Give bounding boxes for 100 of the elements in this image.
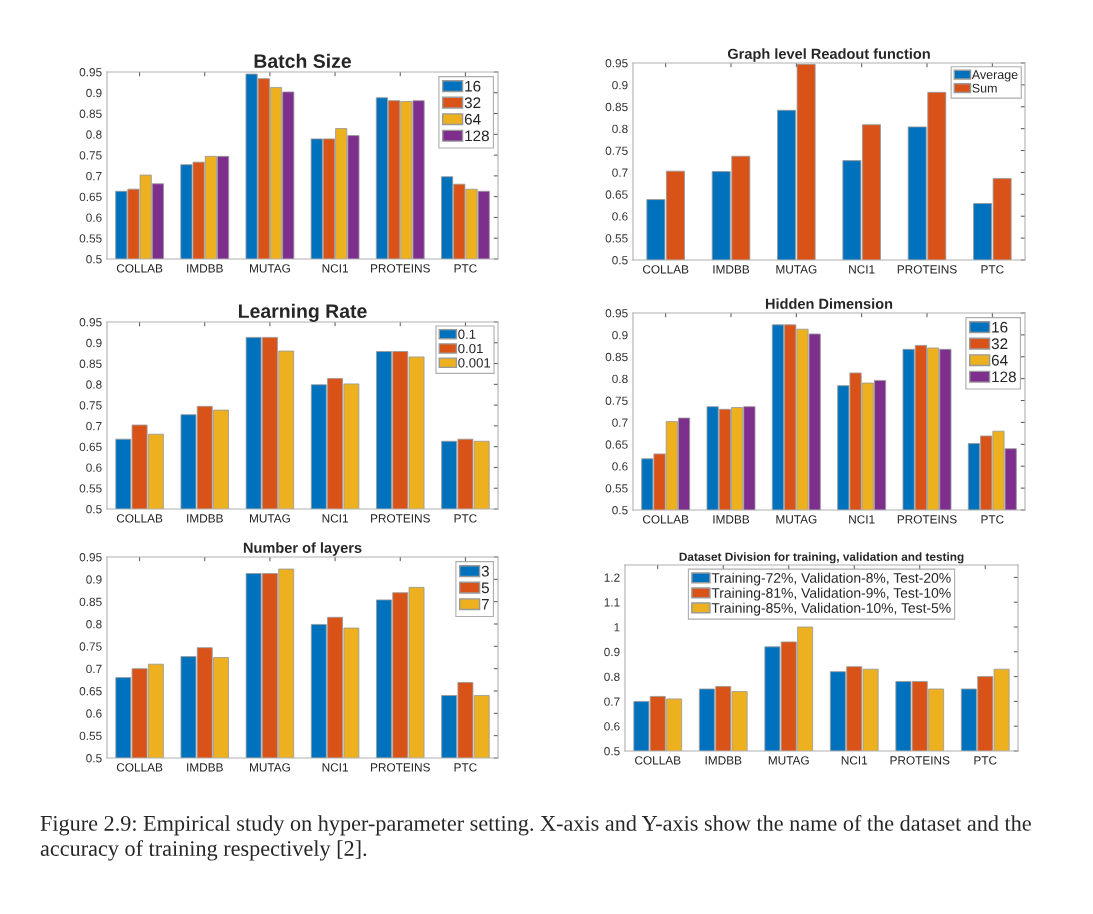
y-tick-label: 0.7 [612,168,628,177]
y-tick-label: 0.6 [604,722,620,731]
y-tick-label: 0.5 [86,754,102,763]
x-tick-label: PTC [454,264,477,273]
x-tick-label: NCI1 [841,756,868,765]
x-tick-label: PROTEINS [890,756,950,765]
y-tick-label: 0.85 [79,109,102,118]
x-tick-label: PTC [981,515,1004,524]
x-tick-label: MUTAG [768,756,809,765]
legend-label: Training-85%, Validation-10%, Test-5% [711,602,951,616]
legend-label: 0.1 [458,329,476,339]
y-tick-label: 0.6 [86,213,102,222]
y-tick-label: 0.75 [605,146,628,155]
y-tick-label: 0.7 [86,664,102,674]
y-tick-label: 0.6 [86,463,102,472]
legend-label: Training-72%, Validation-8%, Test-20% [711,572,951,586]
y-tick-label: 0.55 [79,484,102,493]
x-tick-label: NCI1 [322,763,348,772]
x-tick-label: MUTAG [776,515,817,524]
y-tick-label: 0.5 [604,747,620,756]
y-tick-label: 0.75 [79,401,102,410]
y-tick-label: 0.5 [612,506,628,515]
y-tick-label: 0.8 [612,124,628,134]
y-tick-label: 0.8 [86,620,102,629]
y-tick-label: 0.95 [79,68,102,77]
y-tick-label: 0.95 [605,309,628,318]
x-tick-label: PTC [454,514,477,523]
x-tick-label: IMDBB [187,264,223,273]
y-tick-label: 0.95 [79,553,102,562]
y-tick-label: 0.55 [79,234,102,243]
y-tick-label: 0.8 [612,374,628,384]
legend-label: 64 [464,113,481,125]
caption: Figure 2.9: Empirical study on hyper-parameter setting. X-axis and Y-axis show the name of the dataset and the accuracy of training respectively [2]. [40,815,1031,861]
legend-label: 128 [992,371,1016,383]
chart-title: Number of layers [243,542,362,556]
x-tick-label: PTC [454,763,477,772]
legend-label: Sum [972,83,997,93]
chart-title: Dataset Division for training, validation and testing [679,552,964,564]
y-tick-label: 0.9 [612,330,628,340]
x-tick-label: COLLAB [635,756,681,765]
y-tick-label: 1.1 [604,598,620,607]
x-tick-label: COLLAB [116,264,163,273]
y-tick-label: 0.7 [86,421,102,431]
x-tick-label: PROTEINS [371,514,430,523]
legend-label: 128 [465,130,489,142]
legend-label: Training-81%, Validation-9%, Test-10% [711,587,951,601]
y-tick-label: 0.9 [86,575,102,584]
x-tick-label: IMDBB [713,515,750,524]
legend-label: 5 [481,582,489,594]
y-tick-label: 0.7 [612,418,628,427]
x-tick-label: IMDBB [705,756,742,765]
y-tick-label: 0.6 [86,709,102,718]
legend-label: 7 [481,599,489,610]
x-tick-label: NCI1 [849,265,875,274]
y-tick-label: 0.65 [79,442,102,452]
y-tick-label: 0.55 [79,731,102,741]
y-tick-label: 0.85 [605,352,628,362]
y-tick-label: 0.95 [79,318,102,327]
y-tick-label: 0.8 [86,380,102,389]
legend-label: Average [971,70,1018,82]
y-tick-label: 0.8 [86,130,102,139]
y-tick-label: 0.7 [86,171,102,181]
x-tick-label: COLLAB [642,265,689,274]
x-tick-label: COLLAB [116,514,163,523]
legend-label: 0.01 [458,343,483,354]
y-tick-label: 0.9 [86,88,102,98]
x-tick-label: PTC [981,265,1004,274]
y-tick-label: 0.65 [605,190,628,199]
y-tick-label: 0.5 [612,256,628,265]
chart-title: Hidden Dimension [765,298,893,309]
x-tick-label: PROTEINS [371,264,430,273]
y-tick-label: 0.5 [86,505,102,514]
y-tick-label: 0.95 [605,59,628,68]
y-tick-label: 0.6 [612,212,628,221]
legend-label: 16 [465,80,481,92]
y-tick-label: 0.65 [605,440,628,449]
y-tick-label: 0.9 [86,338,102,348]
x-tick-label: NCI1 [849,515,875,524]
legend-label: 64 [991,354,1008,366]
y-tick-label: 1.2 [604,573,620,582]
y-tick-label: 0.6 [612,462,628,471]
legend-label: 0.001 [458,358,491,368]
y-tick-label: 0.65 [79,687,102,696]
x-tick-label: PROTEINS [897,515,957,524]
x-tick-label: MUTAG [776,265,817,274]
x-tick-label: IMDBB [713,265,750,274]
x-tick-label: MUTAG [250,514,290,523]
y-tick-label: 0.9 [604,647,620,657]
chart-title: Graph level Readout function [727,48,930,62]
y-tick-label: 0.9 [612,80,628,90]
y-tick-label: 0.55 [605,234,628,243]
y-tick-label: 1 [614,623,620,632]
x-tick-label: IMDBB [187,763,223,772]
y-tick-label: 0.8 [604,672,620,681]
y-tick-label: 0.85 [79,597,102,607]
y-tick-label: 0.75 [79,151,102,160]
x-tick-label: PROTEINS [371,763,430,772]
chart-title: Batch Size [254,53,352,69]
x-tick-label: COLLAB [642,515,689,524]
chart-title: Learning Rate [238,303,367,322]
